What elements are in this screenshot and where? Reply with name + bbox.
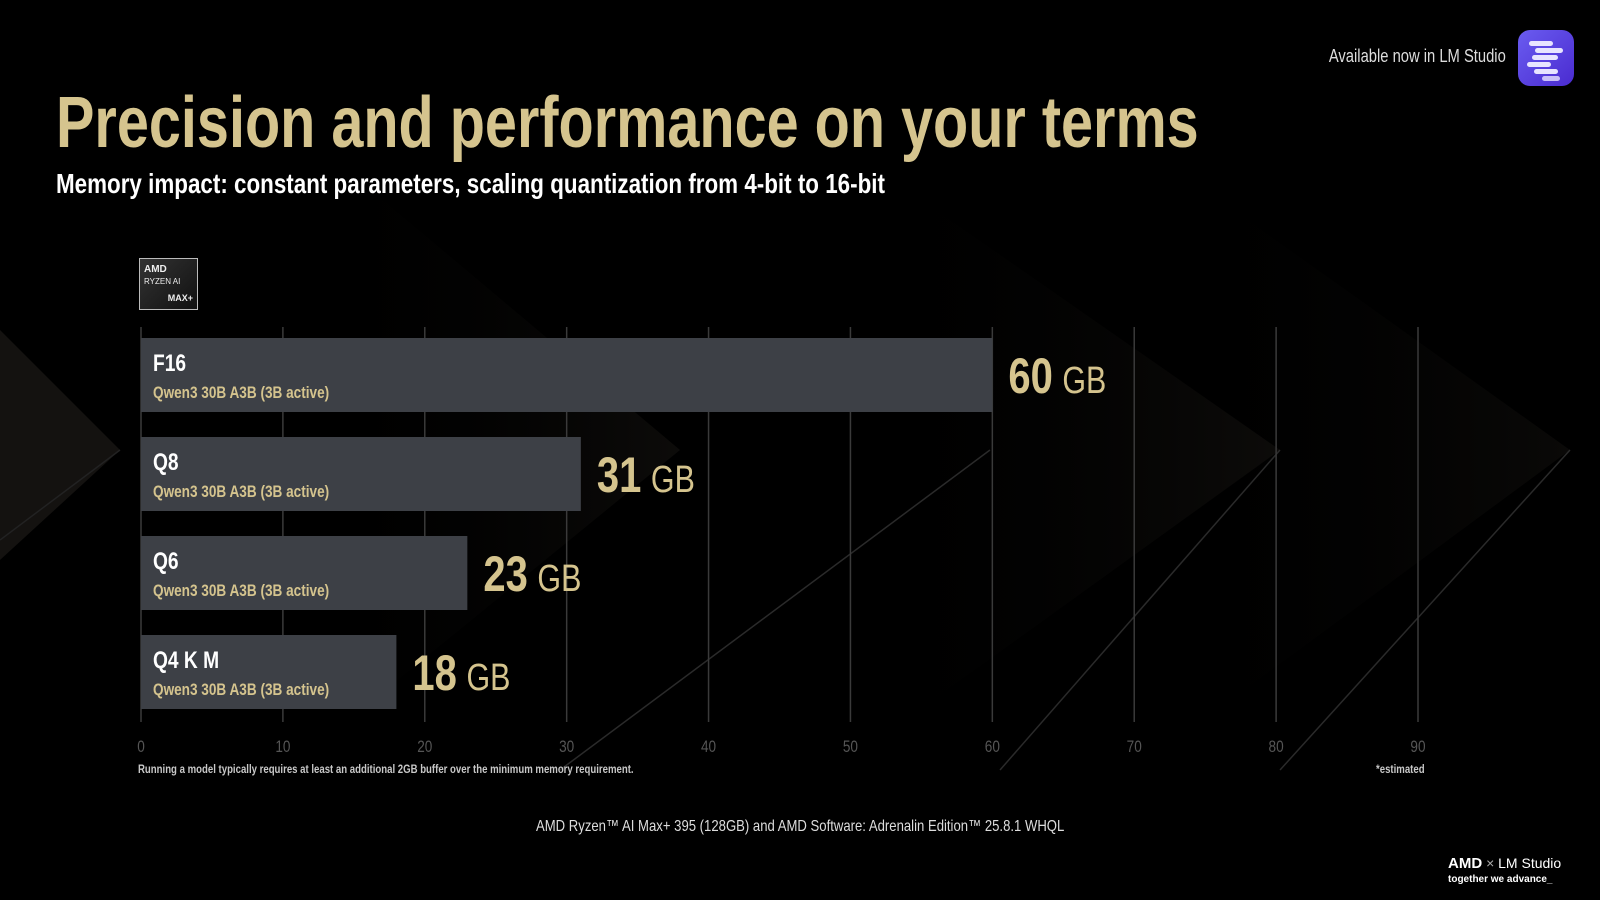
page-subtitle: Memory impact: constant parameters, scal…	[56, 168, 885, 199]
value-unit: GB	[537, 558, 581, 600]
badge-line: RYZEN AI	[144, 277, 181, 286]
footnote: Running a model typically requires at le…	[138, 762, 634, 776]
bar-q4-k-m	[141, 635, 397, 709]
value-unit: GB	[466, 657, 510, 699]
bar-f16	[141, 338, 993, 412]
value-number: 60	[1008, 348, 1052, 404]
value-unit: GB	[1062, 360, 1106, 402]
category-label: Q8	[153, 448, 179, 476]
value-label: 23 GB	[483, 546, 581, 602]
bar-q8	[141, 437, 581, 511]
badge-line: AMD	[144, 264, 167, 275]
estimated-note: *estimated	[1376, 762, 1425, 776]
category-label: F16	[153, 349, 186, 377]
x-tick-label: 70	[1127, 738, 1142, 757]
x-tick-label: 20	[417, 738, 432, 757]
value-label: 31 GB	[597, 447, 695, 503]
category-label: Q6	[153, 547, 179, 575]
model-label: Qwen3 30B A3B (3B active)	[153, 582, 329, 601]
availability-text: Available now in LM Studio	[1329, 46, 1506, 66]
value-number: 18	[412, 645, 456, 701]
model-label: Qwen3 30B A3B (3B active)	[153, 384, 329, 403]
amd-lm-studio-logo: AMD × LM Studio together we advance_	[1448, 855, 1562, 885]
category-label: Q4 K M	[153, 646, 219, 674]
value-number: 31	[597, 447, 641, 503]
bar-q6	[141, 536, 468, 610]
x-tick-label: 40	[701, 738, 716, 757]
model-label: Qwen3 30B A3B (3B active)	[153, 483, 329, 502]
x-tick-label: 80	[1269, 738, 1284, 757]
badge-line: MAX+	[167, 293, 193, 303]
system-config: AMD Ryzen™ AI Max+ 395 (128GB) and AMD S…	[535, 818, 1065, 835]
value-label: 18 GB	[412, 645, 510, 701]
value-label: 60 GB	[1008, 348, 1106, 404]
model-label: Qwen3 30B A3B (3B active)	[153, 681, 329, 700]
lm-studio-icon[interactable]	[1518, 30, 1574, 86]
x-tick-label: 60	[985, 738, 1000, 757]
x-tick-label: 30	[559, 738, 574, 757]
value-number: 23	[483, 546, 527, 602]
x-tick-label: 0	[137, 738, 145, 757]
x-tick-label: 90	[1410, 738, 1425, 757]
amd-ryzen-ai-max-badge: AMD RYZEN AI MAX+	[139, 258, 198, 310]
page-title: Precision and performance on your terms	[56, 83, 1199, 163]
x-tick-label: 50	[843, 738, 858, 757]
x-tick-label: 10	[275, 738, 290, 757]
value-unit: GB	[651, 459, 695, 501]
